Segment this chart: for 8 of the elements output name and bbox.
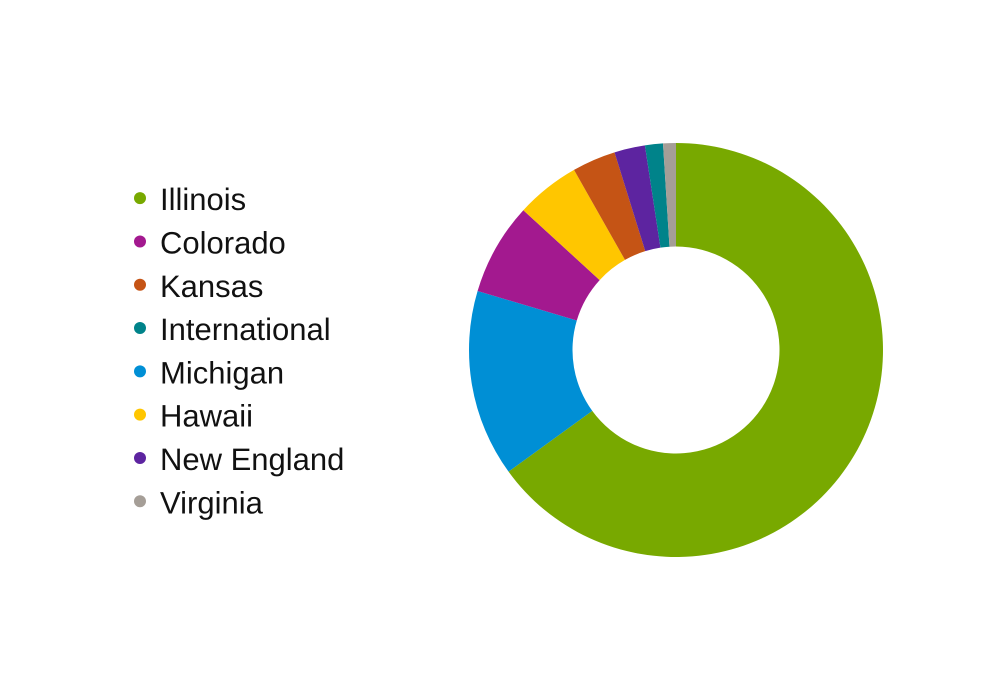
legend-label: International bbox=[160, 312, 331, 348]
legend-label: Virginia bbox=[160, 485, 264, 520]
legend-label: Colorado bbox=[160, 226, 286, 261]
legend-label: Kansas bbox=[160, 268, 264, 304]
legend-label: New England bbox=[160, 442, 344, 478]
legend-label: Michigan bbox=[160, 355, 284, 390]
legend-label: Illinois bbox=[160, 182, 246, 218]
legend-label: Hawaii bbox=[160, 398, 254, 434]
